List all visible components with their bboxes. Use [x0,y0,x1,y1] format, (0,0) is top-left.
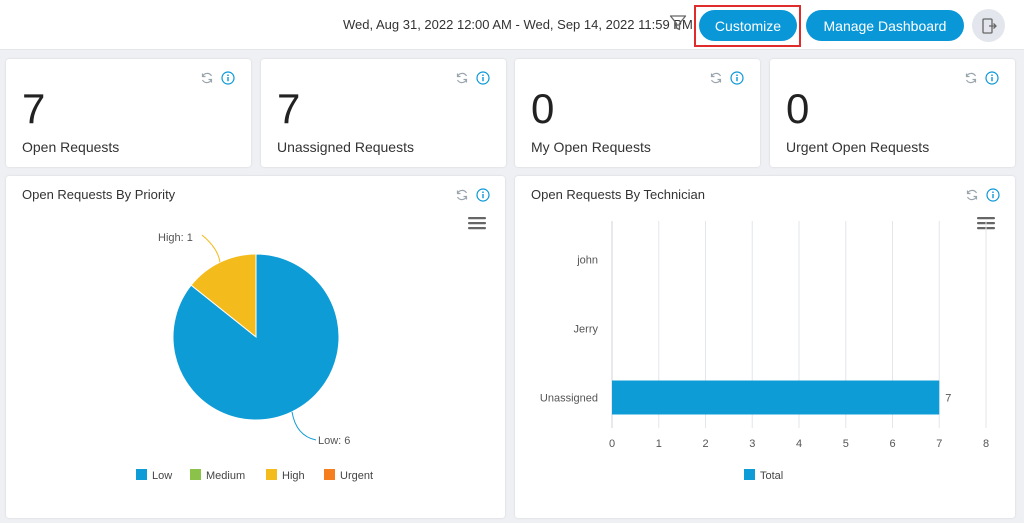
legend-swatch [324,469,335,480]
stat-card-open-requests[interactable]: 7 Open Requests [6,59,251,167]
x-tick-label: 3 [749,438,755,450]
x-tick-label: 5 [843,438,849,450]
customize-button[interactable]: Customize [699,10,797,41]
stat-card-urgent-open-requests[interactable]: 0 Urgent Open Requests [770,59,1015,167]
exit-icon [981,17,997,34]
y-tick-label: john [576,255,598,267]
pie-slice-low[interactable] [172,253,340,421]
date-range-label: Wed, Aug 31, 2022 12:00 AM - Wed, Sep 14… [343,17,693,32]
hamburger-menu-icon[interactable] [468,216,486,230]
pie-data-label: Low: 6 [318,435,350,447]
legend-swatch [190,469,201,480]
pie-chart: High: 1 Low: 6 Low Medium High Urgent [136,232,373,482]
x-tick-label: 0 [609,438,615,450]
x-tick-label: 8 [983,438,989,450]
stat-label: Urgent Open Requests [786,139,930,155]
legend-label: Low [152,470,172,482]
x-tick-label: 7 [936,438,942,450]
stat-label: Unassigned Requests [277,139,414,155]
info-icon[interactable] [221,71,235,85]
refresh-icon[interactable] [964,71,978,85]
x-tick-label: 1 [656,438,662,450]
bar-data-label: 7 [945,393,951,405]
stat-value: 0 [531,85,555,132]
stat-value: 7 [277,85,301,132]
legend-label: High [282,470,305,482]
manage-dashboard-button[interactable]: Manage Dashboard [806,10,964,41]
stat-label: My Open Requests [531,139,651,155]
stat-card-unassigned-requests[interactable]: 7 Unassigned Requests [261,59,506,167]
y-tick-label: Jerry [574,324,599,336]
customize-highlight-box [694,5,801,47]
stat-value: 7 [22,85,46,132]
legend-item-medium[interactable]: Medium [190,469,245,482]
info-icon[interactable] [476,188,490,202]
refresh-icon[interactable] [455,71,469,85]
refresh-icon[interactable] [455,188,469,202]
x-tick-label: 6 [889,438,895,450]
y-tick-label: Unassigned [540,393,598,405]
panel-title: Open Requests By Technician [531,187,705,202]
stat-label: Open Requests [22,139,120,155]
x-tick-label: 2 [702,438,708,450]
legend-label: Urgent [340,470,373,482]
refresh-icon[interactable] [965,188,979,202]
legend-label: Total [760,470,783,482]
info-icon[interactable] [986,188,1000,202]
panel-title: Open Requests By Priority [22,187,176,202]
stat-value: 0 [786,85,810,132]
panel-requests-by-technician: Open Requests By Technician 0 1 2 3 4 5 6 7 8 joh… [515,176,1015,518]
bar-chart: 0 1 2 3 4 5 6 7 8 john Jerry Unassigned 7 Total [540,221,989,482]
stat-card-my-open-requests[interactable]: 0 My Open Requests [515,59,760,167]
data-label-connector [201,234,221,263]
legend-swatch [266,469,277,480]
x-tick-label: 4 [796,438,802,450]
filter-icon[interactable] [669,14,687,32]
legend-item-low[interactable]: Low [136,469,172,482]
refresh-icon[interactable] [200,71,214,85]
legend-swatch [136,469,147,480]
pie-data-label: High: 1 [158,232,193,244]
info-icon[interactable] [476,71,490,85]
legend-swatch [744,469,755,480]
legend-item-total[interactable]: Total [744,469,783,482]
refresh-icon[interactable] [709,71,723,85]
data-label-connector [291,411,317,441]
panel-requests-by-priority: Open Requests By Priority High: 1 Low: 6 L… [6,176,505,518]
legend-label: Medium [206,470,245,482]
bar-unassigned[interactable] [612,380,940,415]
legend-item-high[interactable]: High [266,469,305,482]
exit-button[interactable] [972,9,1005,42]
legend-item-urgent[interactable]: Urgent [324,469,373,482]
info-icon[interactable] [730,71,744,85]
top-bar: Wed, Aug 31, 2022 12:00 AM - Wed, Sep 14… [0,0,1024,50]
info-icon[interactable] [985,71,999,85]
